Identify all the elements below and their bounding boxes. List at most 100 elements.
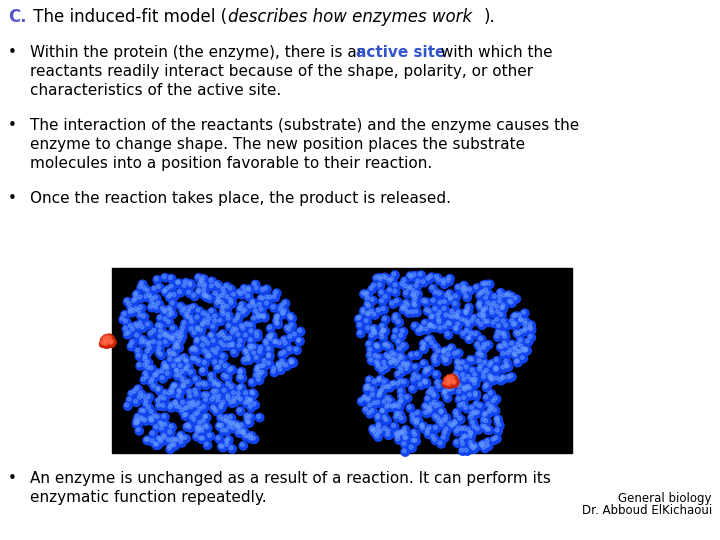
Circle shape (271, 369, 275, 373)
Circle shape (387, 288, 392, 292)
Circle shape (213, 280, 221, 289)
Circle shape (475, 342, 479, 346)
Circle shape (381, 327, 390, 335)
Circle shape (473, 411, 477, 415)
Circle shape (243, 308, 247, 312)
Circle shape (379, 332, 383, 335)
Circle shape (216, 332, 224, 340)
Circle shape (456, 397, 460, 401)
Circle shape (443, 414, 451, 422)
Circle shape (135, 415, 139, 419)
Circle shape (424, 367, 432, 375)
Circle shape (167, 313, 171, 316)
Circle shape (230, 395, 239, 403)
Circle shape (490, 303, 494, 307)
Circle shape (374, 343, 378, 347)
Circle shape (163, 435, 166, 439)
Circle shape (395, 429, 403, 438)
Circle shape (228, 336, 231, 340)
Circle shape (499, 374, 508, 382)
Circle shape (462, 404, 471, 413)
Circle shape (374, 360, 378, 363)
Circle shape (370, 426, 374, 430)
Circle shape (192, 331, 196, 335)
Circle shape (203, 414, 207, 418)
Circle shape (447, 379, 450, 382)
Circle shape (200, 368, 204, 372)
Circle shape (418, 326, 427, 334)
Circle shape (164, 370, 173, 379)
Circle shape (132, 398, 141, 407)
Circle shape (396, 410, 405, 419)
Circle shape (518, 343, 526, 351)
Circle shape (189, 346, 197, 355)
Circle shape (420, 423, 424, 427)
Circle shape (450, 424, 454, 428)
Circle shape (447, 379, 456, 388)
Circle shape (449, 297, 452, 301)
Circle shape (158, 352, 162, 356)
Circle shape (274, 321, 279, 325)
Circle shape (153, 294, 161, 302)
Circle shape (266, 346, 274, 354)
Circle shape (419, 325, 423, 329)
Circle shape (490, 310, 494, 314)
Circle shape (174, 359, 178, 362)
Circle shape (226, 343, 230, 347)
Circle shape (393, 413, 402, 421)
Circle shape (230, 342, 234, 346)
Circle shape (158, 328, 166, 336)
Circle shape (376, 414, 379, 417)
Circle shape (261, 288, 264, 292)
Circle shape (176, 331, 179, 335)
Circle shape (382, 427, 387, 430)
Circle shape (428, 322, 436, 330)
Circle shape (102, 338, 109, 345)
Circle shape (440, 348, 449, 356)
Circle shape (217, 284, 220, 288)
Circle shape (197, 406, 205, 414)
Circle shape (211, 339, 215, 342)
Circle shape (413, 364, 417, 368)
Circle shape (150, 439, 154, 443)
Circle shape (200, 310, 209, 319)
Circle shape (472, 330, 481, 339)
Circle shape (235, 289, 244, 297)
Circle shape (444, 330, 453, 339)
Circle shape (141, 417, 145, 421)
Circle shape (218, 319, 222, 322)
Circle shape (481, 311, 485, 315)
Circle shape (222, 343, 225, 347)
Circle shape (364, 384, 368, 388)
Circle shape (163, 317, 167, 321)
Circle shape (449, 379, 456, 386)
Circle shape (500, 302, 508, 310)
Circle shape (403, 284, 407, 288)
Circle shape (127, 342, 135, 351)
Circle shape (478, 305, 482, 308)
Circle shape (494, 396, 498, 400)
Circle shape (261, 314, 269, 322)
Circle shape (196, 275, 199, 279)
Circle shape (509, 300, 513, 304)
Circle shape (124, 402, 132, 410)
Circle shape (506, 351, 510, 355)
Circle shape (383, 352, 392, 360)
Circle shape (256, 369, 264, 377)
Circle shape (463, 363, 472, 372)
Circle shape (170, 350, 178, 359)
Circle shape (156, 284, 164, 292)
Circle shape (470, 368, 474, 372)
Circle shape (134, 307, 138, 310)
Circle shape (369, 309, 373, 313)
Circle shape (169, 424, 173, 428)
Circle shape (204, 340, 213, 348)
Circle shape (426, 431, 429, 435)
Circle shape (451, 350, 459, 359)
Circle shape (143, 363, 147, 367)
Circle shape (172, 382, 180, 391)
Circle shape (372, 330, 375, 334)
Circle shape (228, 298, 233, 302)
Circle shape (479, 364, 482, 368)
Circle shape (183, 436, 187, 440)
